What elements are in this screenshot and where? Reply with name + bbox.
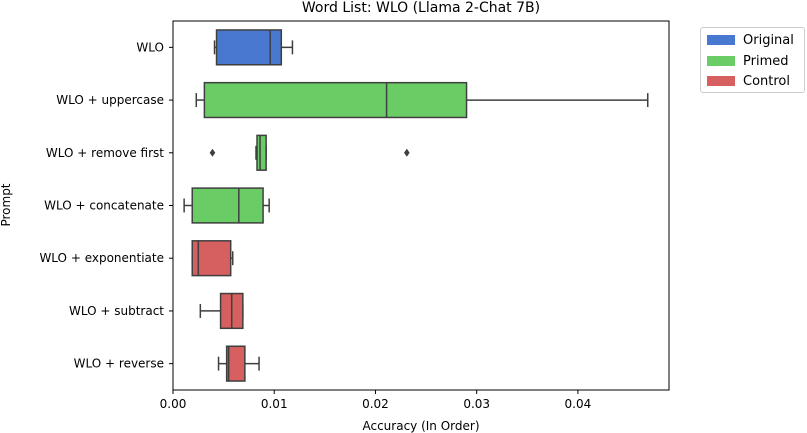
box-iqr (256, 134, 267, 171)
ticks-layer: WLO WLO + uppercase WLO + remove first WLO … (39, 40, 591, 411)
box-group (195, 81, 649, 119)
legend-swatch-control (707, 76, 735, 86)
x-tick-label: 0.04 (565, 397, 592, 411)
x-tick-label: 0.00 (160, 397, 187, 411)
legend-label-primed: Primed (743, 53, 789, 69)
y-tick-label: WLO + exponentiate (39, 251, 164, 265)
x-tick-label: 0.03 (463, 397, 490, 411)
outlier-point (404, 148, 410, 157)
y-axis-label: Prompt (0, 183, 13, 226)
legend-swatch-primed (707, 56, 735, 66)
box-iqr (215, 29, 283, 66)
box-group (183, 187, 270, 224)
box-iqr (203, 81, 468, 119)
legend-label-control: Control (743, 73, 790, 89)
box-iqr (225, 345, 246, 382)
x-axis-label: Accuracy (In Order) (362, 419, 479, 433)
box-iqr (191, 187, 264, 224)
y-tick-label: WLO + concatenate (44, 199, 164, 213)
y-tick-label: WLO (136, 40, 164, 54)
y-tick-label: WLO + reverse (74, 357, 164, 371)
x-tick-label: 0.01 (261, 397, 288, 411)
y-tick-label: WLO + remove first (46, 146, 164, 160)
y-tick-label: WLO + uppercase (56, 93, 164, 107)
y-tick-label: WLO + subtract (69, 304, 164, 318)
plot-frame (172, 20, 670, 391)
legend: Original Primed Control (700, 27, 805, 93)
box-group (217, 345, 260, 382)
box-group (191, 240, 234, 277)
legend-label-original: Original (743, 32, 794, 48)
box-group (213, 29, 294, 66)
x-tick-label: 0.02 (362, 397, 389, 411)
outlier-point (209, 148, 216, 157)
legend-swatch-original (707, 35, 735, 45)
legend-item-primed: Primed (707, 53, 788, 69)
chart-title: Word List: WLO (Llama 2-Chat 7B) (302, 0, 540, 16)
boxes-layer (183, 29, 649, 382)
box-group (209, 134, 410, 171)
legend-item-original: Original (707, 32, 794, 48)
box-group (199, 292, 244, 330)
legend-item-control: Control (707, 73, 790, 89)
